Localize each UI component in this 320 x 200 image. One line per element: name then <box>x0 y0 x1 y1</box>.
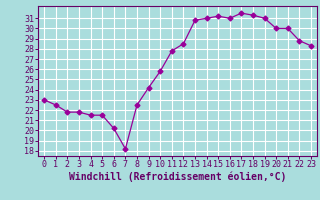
X-axis label: Windchill (Refroidissement éolien,°C): Windchill (Refroidissement éolien,°C) <box>69 172 286 182</box>
